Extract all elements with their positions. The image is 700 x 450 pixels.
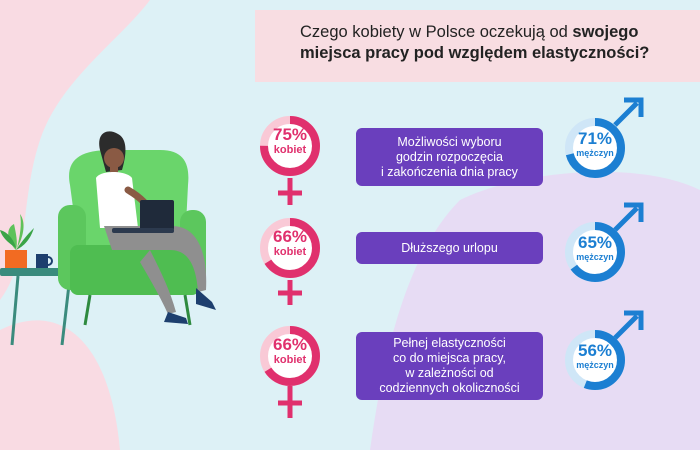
male-ring-3	[565, 330, 625, 390]
expectation-line: godzin rozpoczęcia	[395, 149, 503, 164]
mug	[36, 254, 48, 268]
female-stat-2: 66% kobiet	[258, 227, 322, 259]
female-label: kobiet	[273, 354, 307, 366]
female-label: kobiet	[273, 246, 307, 258]
title-line2-bold: miejsca pracy pod względem elastyczności…	[300, 44, 650, 62]
expectation-line: Dłuższego urlopu	[401, 240, 498, 255]
male-label: mężczyn	[576, 252, 614, 262]
woman-legs	[104, 226, 207, 292]
male-percent: 56%	[577, 341, 613, 360]
male-stat-3: 56% mężczyn	[563, 341, 627, 371]
male-stat-1: 71% mężczyn	[563, 129, 627, 159]
female-ring-1	[260, 116, 320, 176]
male-ring-1	[565, 118, 625, 178]
expectation-line: Możliwości wyboru	[397, 134, 502, 149]
expectation-box-1: Możliwości wyboru godzin rozpoczęcia i z…	[356, 128, 543, 186]
title-line1-bold: swojego	[572, 23, 639, 41]
male-label: mężczyn	[576, 148, 614, 158]
female-stat-1: 75% kobiet	[258, 125, 322, 157]
expectation-line: codziennych okoliczności	[379, 381, 520, 395]
female-label: kobiet	[273, 144, 307, 156]
male-ring-2	[565, 222, 625, 282]
plant-pot	[5, 250, 27, 268]
expectation-box-2: Dłuższego urlopu	[356, 232, 543, 264]
page-title: Czego kobiety w Polsce oczekują od swoje…	[300, 22, 690, 64]
male-percent: 71%	[577, 129, 613, 148]
expectation-line: Pełnej elastyczności	[393, 336, 506, 350]
female-percent: 66%	[272, 335, 308, 354]
woman-shirt	[96, 172, 138, 228]
female-stat-3: 66% kobiet	[258, 335, 322, 367]
expectation-line: w zależności od	[405, 366, 494, 380]
laptop	[140, 200, 174, 230]
female-percent: 66%	[272, 227, 308, 246]
female-ring-3	[260, 326, 320, 386]
male-label: mężczyn	[576, 360, 614, 370]
expectation-line: i zakończenia dnia pracy	[381, 164, 518, 179]
expectation-box-3: Pełnej elastyczności co do miejsca pracy…	[356, 332, 543, 400]
female-ring-2	[260, 218, 320, 278]
female-percent: 75%	[272, 125, 308, 144]
expectation-line: co do miejsca pracy,	[392, 351, 506, 365]
title-banner	[255, 10, 700, 82]
title-line1-normal: Czego kobiety w Polsce oczekują od	[300, 23, 573, 41]
male-percent: 65%	[577, 233, 613, 252]
male-stat-2: 65% mężczyn	[563, 233, 627, 263]
